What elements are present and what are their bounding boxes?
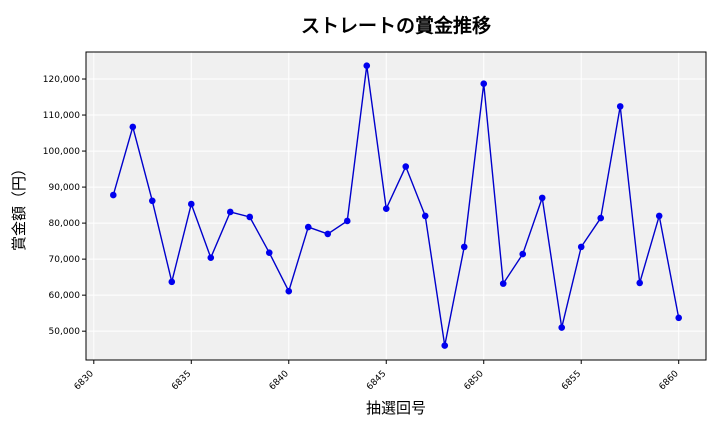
data-point (480, 80, 488, 88)
y-tick-label: 50,000 (49, 327, 81, 337)
data-point (616, 103, 624, 110)
y-tick-label: 80,000 (49, 219, 81, 229)
x-tick-label: 6830 (73, 369, 96, 392)
y-axis: 50,000 60,000 70,000 80,000 90,000 100,000 110… (43, 51, 707, 361)
y-grid (86, 78, 706, 332)
data-point (343, 217, 351, 225)
data-point (226, 208, 234, 216)
data-point (499, 280, 507, 287)
data-point (129, 123, 137, 131)
y-axis-title: 賞金額（円） (10, 161, 28, 251)
data-point (402, 163, 410, 170)
y-tick-label: 100,000 (43, 147, 80, 157)
y-tick-label: 120,000 (43, 75, 80, 85)
x-tick-label: 6855 (560, 369, 583, 392)
x-axis-title: 抽選回号 (366, 399, 426, 417)
y-tick-label: 90,000 (49, 183, 81, 193)
chart-title: ストレートの賞金推移 (301, 14, 491, 37)
data-point (187, 200, 195, 208)
plot-frame (85, 51, 707, 361)
data-point (421, 212, 429, 220)
data-point (675, 314, 683, 322)
data-point (207, 254, 215, 261)
data-point (460, 243, 468, 251)
series-line (112, 65, 680, 346)
x-tick-label: 6835 (170, 369, 193, 392)
data-point (636, 279, 644, 287)
data-point (363, 62, 371, 69)
data-point (558, 324, 566, 331)
data-point (382, 205, 390, 213)
x-tick-label: 6845 (365, 369, 388, 392)
data-point (265, 249, 273, 256)
x-tick-label: 6850 (463, 369, 486, 392)
data-point (597, 214, 605, 222)
data-point (148, 197, 156, 205)
plot-area (85, 51, 707, 361)
x-tick-label: 6860 (658, 369, 681, 392)
data-point (324, 230, 332, 238)
x-tick-label: 6840 (268, 369, 291, 392)
data-point (168, 278, 176, 286)
x-grid (93, 52, 680, 360)
data-point (655, 212, 663, 220)
data-point (246, 213, 254, 221)
y-tick-label: 110,000 (43, 111, 80, 121)
data-point (285, 287, 293, 295)
data-point (109, 191, 117, 199)
data-point (304, 223, 312, 231)
x-axis: 6830 6835 6840 6845 6850 6855 6860 (73, 360, 681, 392)
y-tick-label: 60,000 (49, 291, 81, 301)
data-point (538, 194, 546, 202)
data-point (441, 342, 449, 349)
series-layer (109, 62, 683, 349)
y-tick-label: 70,000 (49, 255, 81, 265)
data-point (519, 250, 527, 258)
data-point (577, 243, 585, 251)
